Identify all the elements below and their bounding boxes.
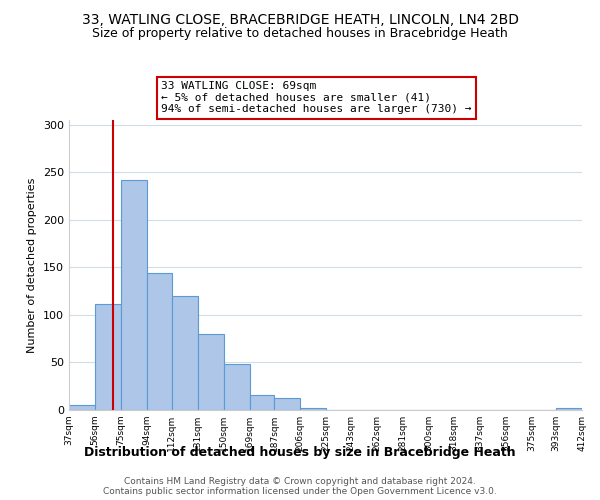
Bar (274, 398, 300, 410)
Bar (197, 334, 224, 410)
Text: 33, WATLING CLOSE, BRACEBRIDGE HEATH, LINCOLN, LN4 2BD: 33, WATLING CLOSE, BRACEBRIDGE HEATH, LI… (82, 12, 518, 26)
Bar (250, 395, 274, 410)
Bar (224, 364, 250, 410)
Bar (121, 180, 147, 410)
Bar (69, 405, 95, 410)
Y-axis label: Number of detached properties: Number of detached properties (28, 178, 37, 352)
Bar (556, 408, 582, 410)
Text: Size of property relative to detached houses in Bracebridge Heath: Size of property relative to detached ho… (92, 28, 508, 40)
Bar (95, 304, 121, 410)
Bar (300, 408, 326, 410)
Text: Contains public sector information licensed under the Open Government Licence v3: Contains public sector information licen… (103, 486, 497, 496)
Text: Contains HM Land Registry data © Crown copyright and database right 2024.: Contains HM Land Registry data © Crown c… (124, 476, 476, 486)
Text: 33 WATLING CLOSE: 69sqm
← 5% of detached houses are smaller (41)
94% of semi-det: 33 WATLING CLOSE: 69sqm ← 5% of detached… (161, 81, 472, 114)
Bar (147, 273, 172, 410)
Bar (172, 296, 197, 410)
Text: Distribution of detached houses by size in Bracebridge Heath: Distribution of detached houses by size … (84, 446, 516, 459)
